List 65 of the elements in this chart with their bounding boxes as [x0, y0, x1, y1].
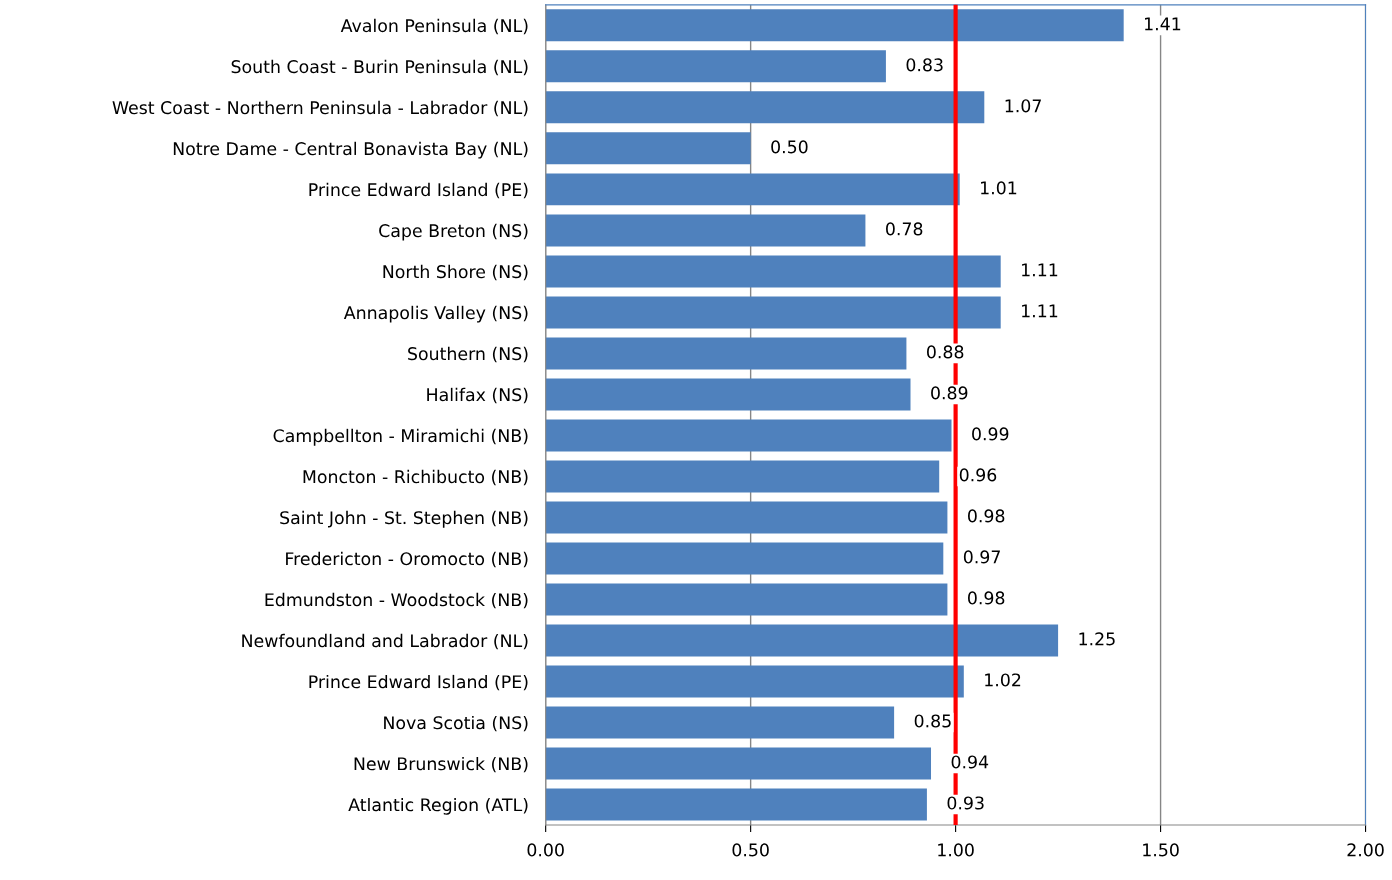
data-label: 0.50 — [771, 140, 808, 154]
y-tick-label: Fredericton - Oromocto (NB) — [286, 551, 528, 568]
bar — [545, 788, 927, 821]
data-label: 0.89 — [931, 386, 968, 400]
data-label: 1.11 — [1022, 263, 1058, 277]
bar — [545, 665, 964, 698]
y-tick-label: Edmundston - Woodstock (NB) — [265, 592, 528, 609]
y-tick-label: Prince Edward Island (PE) — [309, 182, 528, 199]
y-tick-label: North Shore (NS) — [383, 264, 528, 281]
y-tick-label: West Coast - Northern Peninsula - Labrador (NL) — [112, 100, 528, 117]
data-label: 0.93 — [947, 796, 984, 810]
y-tick-label: Southern (NS) — [408, 346, 528, 363]
x-tick-label: 1.00 — [938, 843, 974, 857]
bar — [545, 706, 895, 739]
data-label: 0.96 — [959, 468, 997, 482]
x-tick-label: 0.00 — [527, 843, 564, 857]
data-label: 0.88 — [927, 345, 964, 359]
y-tick-label: Annapolis Valley (NS) — [343, 305, 528, 323]
y-tick-label: Notre Dame - Central Bonavista Bay (NL) — [173, 141, 528, 159]
bar — [545, 583, 948, 616]
y-tick-label: South Coast - Burin Peninsula (NL) — [231, 59, 528, 76]
data-label: 0.98 — [968, 591, 1005, 605]
data-label: 1.02 — [985, 673, 1021, 687]
bar — [545, 419, 952, 452]
bar — [545, 255, 1001, 288]
data-label: 0.98 — [968, 509, 1005, 523]
bar — [545, 296, 1001, 329]
bar — [545, 173, 960, 206]
y-tick-label: Prince Edward Island (PE) — [309, 674, 528, 691]
data-label: 0.94 — [951, 755, 989, 769]
y-tick-label: Halifax (NS) — [427, 387, 528, 404]
data-label: 0.99 — [972, 427, 1009, 441]
data-label: 0.85 — [914, 714, 951, 728]
y-tick-label: Campbellton - Miramichi (NB) — [273, 428, 528, 446]
data-label: 1.41 — [1145, 17, 1181, 31]
y-tick-label: Newfoundland and Labrador (NL) — [242, 633, 528, 650]
bar — [545, 337, 907, 370]
bar — [545, 214, 866, 247]
y-tick-label: Nova Scotia (NS) — [384, 715, 528, 732]
y-tick-label: Avalon Peninsula (NL) — [340, 18, 528, 35]
data-label: 0.83 — [906, 58, 943, 72]
y-tick-label: Moncton - Richibucto (NB) — [303, 469, 528, 486]
bar — [545, 747, 932, 780]
bar — [545, 132, 751, 165]
data-label: 1.25 — [1079, 632, 1115, 646]
y-tick-label: Cape Breton (NS) — [379, 223, 528, 241]
bar — [545, 50, 886, 83]
data-label: 1.01 — [981, 181, 1017, 195]
x-tick-label: 2.00 — [1347, 843, 1384, 857]
bar — [545, 501, 948, 534]
data-label: 1.11 — [1022, 304, 1058, 318]
x-tick-label: 1.50 — [1143, 843, 1179, 857]
bar — [545, 542, 944, 575]
x-tick-label: 0.50 — [732, 843, 769, 857]
bar — [545, 460, 940, 493]
y-tick-label: Atlantic Region (ATL) — [348, 797, 528, 815]
bar — [545, 9, 1124, 42]
data-label: 0.78 — [886, 222, 923, 236]
bar — [545, 624, 1059, 657]
bar — [545, 91, 985, 124]
data-label: 1.07 — [1005, 99, 1041, 113]
bar — [545, 378, 911, 411]
data-label: 0.97 — [963, 550, 1000, 564]
y-tick-label: New Brunswick (NB) — [354, 756, 528, 773]
y-tick-label: Saint John - St. Stephen (NB) — [280, 510, 528, 528]
